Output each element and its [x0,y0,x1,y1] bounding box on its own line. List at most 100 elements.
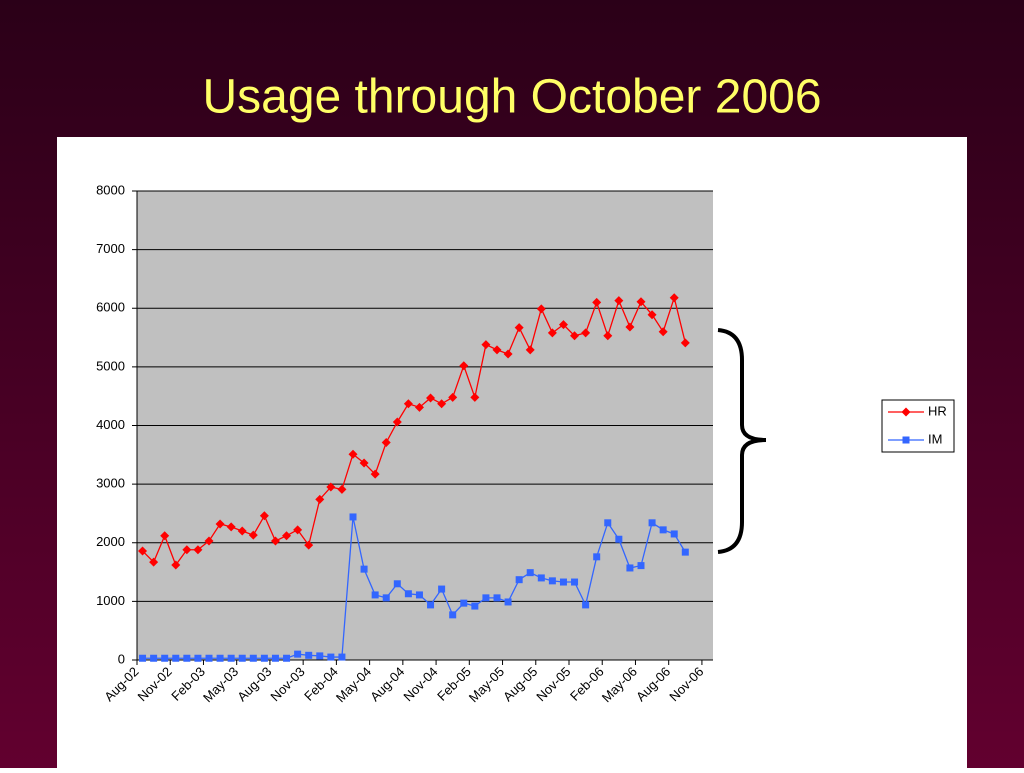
point [215,519,225,529]
point [283,654,291,662]
point [381,438,391,448]
point [492,345,502,355]
y-tick-label: 6000 [96,300,125,315]
point [160,531,170,541]
point [270,536,280,546]
point [536,304,546,314]
point [582,601,590,609]
point [237,526,247,536]
y-tick-label: 7000 [96,241,125,256]
point [338,653,346,661]
slide-title: Usage through October 2006 [202,71,821,124]
point [525,345,535,355]
y-tick-label: 3000 [96,476,125,491]
point [647,310,657,320]
point [614,296,624,306]
point [625,322,635,332]
point [360,565,368,573]
legend-box [881,399,955,453]
point [193,545,203,555]
point [349,513,357,521]
point [636,297,646,307]
point [438,585,446,593]
point [604,519,612,527]
point [537,574,545,582]
point [393,580,401,588]
point [570,331,580,341]
point [515,576,523,584]
point [294,650,302,658]
point [681,548,689,556]
point [548,577,556,585]
point [337,484,347,494]
point [238,654,246,662]
legend-label: IM [928,431,942,446]
point [615,535,623,543]
point [161,654,169,662]
point [194,654,202,662]
point [226,522,236,532]
point [260,654,268,662]
point [403,399,413,409]
point [503,349,513,359]
point [415,591,423,599]
point [150,654,158,662]
point [183,654,191,662]
point [359,458,369,468]
point [315,494,325,504]
point [470,392,480,402]
point [426,393,436,403]
point [249,654,257,662]
point [559,578,567,586]
point [659,526,667,534]
point [326,482,336,492]
point [669,293,679,303]
point [592,297,602,307]
legend-marker [902,436,910,444]
point [371,591,379,599]
point [482,594,490,602]
point [581,328,591,338]
y-tick-label: 2000 [96,534,125,549]
point [670,530,678,538]
point [305,651,313,659]
point [459,361,469,371]
point [493,594,501,602]
point [382,594,390,602]
point [172,654,180,662]
point [316,652,324,660]
point [658,327,668,337]
point [248,530,258,540]
point [626,564,634,572]
point [514,323,524,333]
legend-marker [901,407,911,417]
point [414,402,424,412]
brace [717,328,767,554]
y-tick-label: 4000 [96,417,125,432]
point [471,602,479,610]
point [637,562,645,570]
point [680,338,690,348]
point [603,331,613,341]
point [348,449,358,459]
point [481,340,491,350]
point [271,654,279,662]
point [327,653,335,661]
legend-label: HR [928,403,947,418]
point [404,590,412,598]
point [427,601,435,609]
point [259,511,269,521]
point [282,531,292,541]
point [558,320,568,330]
point [171,560,181,570]
point [149,557,159,567]
y-tick-label: 1000 [96,593,125,608]
point [392,417,402,427]
point [547,328,557,338]
point [370,469,380,479]
point [227,654,235,662]
point [593,553,601,561]
point [449,611,457,619]
